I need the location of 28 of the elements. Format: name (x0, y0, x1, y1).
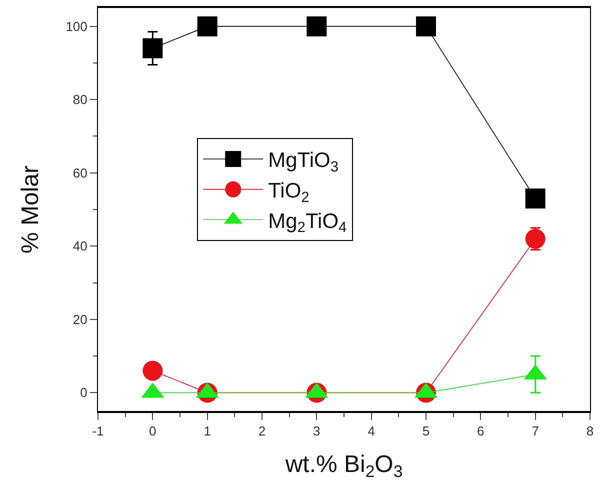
y-tick-label: 100 (66, 18, 88, 34)
point (525, 188, 546, 209)
legend-label: Mg$_{2}$TiO$_{4}$ (268, 210, 347, 236)
x-tick-label: 5 (422, 423, 430, 438)
legend-label: MgTiO$_{3}$ (268, 149, 339, 176)
y-axis-title: % Molar (16, 165, 44, 254)
x-tick-label: 2 (258, 423, 266, 438)
point (142, 38, 163, 58)
y-tick-label: 20 (72, 312, 88, 327)
legend-label: TiO$_{2}$ (268, 179, 310, 206)
point (306, 16, 327, 36)
x-tick-label: 1 (204, 423, 211, 438)
x-tick-label: 3 (313, 423, 320, 438)
x-tick-label: 0 (149, 423, 156, 438)
point (197, 16, 218, 36)
point (142, 360, 163, 381)
x-axis-title: wt.% Bi$_{2}$O$_{3}$ (284, 451, 403, 482)
x-tick-label: 4 (368, 423, 375, 438)
x-tick-label: 8 (586, 423, 594, 438)
point (416, 16, 436, 36)
x-tick-label: -1 (92, 423, 104, 438)
y-tick-label: 40 (72, 238, 88, 254)
point (525, 228, 546, 249)
x-tick-label: 7 (532, 423, 539, 438)
y-tick-label: 80 (72, 92, 88, 108)
x-tick-label: 6 (477, 423, 484, 438)
y-tick-label: 0 (80, 385, 88, 400)
y-tick-label: 60 (72, 165, 88, 180)
